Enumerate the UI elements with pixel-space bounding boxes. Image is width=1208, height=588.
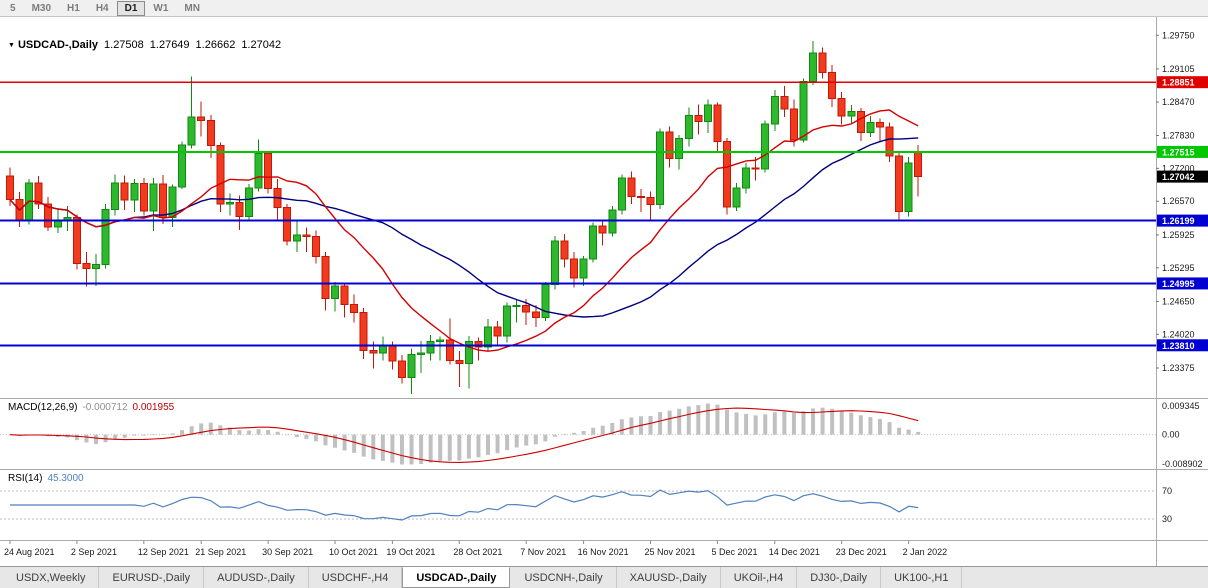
- tab-usdcad-daily[interactable]: USDCAD-,Daily: [402, 567, 511, 588]
- tab-xauusd-daily[interactable]: XAUUSD-,Daily: [617, 567, 721, 588]
- macd-axis-zero: 0.00: [1162, 430, 1180, 440]
- chart-ohlc-header: ▼ USDCAD-,Daily 1.27508 1.27649 1.26662 1.270…: [8, 39, 281, 51]
- price-badges: 1.28851 1.27515 1.26199 1.24995 1.23810 1.270…: [1157, 76, 1208, 352]
- date-label: 30 Sep 2021: [262, 547, 313, 557]
- pane-separators: [0, 17, 1208, 566]
- price-tick: 1.29105: [1162, 64, 1195, 74]
- rsi-value: 45.3000: [47, 473, 84, 484]
- date-label: 10 Oct 2021: [329, 547, 378, 557]
- tab-ukoil-h4[interactable]: UKOil-,H4: [721, 567, 798, 588]
- moving-averages-layer: [9, 109, 919, 352]
- rsi-level-label: 70: [1162, 486, 1172, 496]
- date-label: 14 Dec 2021: [769, 547, 820, 557]
- price-tick: 1.23375: [1162, 363, 1195, 373]
- level-price-badge: [1157, 214, 1208, 227]
- timeframe-h1[interactable]: H1: [67, 2, 80, 14]
- current-price-badge: [1157, 170, 1208, 183]
- svg-text:1.27515: 1.27515: [1162, 147, 1195, 157]
- price-tick: 1.25925: [1162, 230, 1195, 240]
- price-chart-svg[interactable]: 1.29750 1.29105 1.28470 1.27830 1.27200 1.265…: [0, 17, 1208, 566]
- price-axis[interactable]: 1.29750 1.29105 1.28470 1.27830 1.27200 1.265…: [1156, 30, 1195, 373]
- macd-pane: 0.009345 0.00 -0.008902: [0, 401, 1203, 469]
- macd-name: MACD(12,26,9): [8, 402, 78, 413]
- symbol-dropdown-icon[interactable]: ▼: [8, 42, 15, 49]
- timeframe-h4[interactable]: H4: [95, 2, 109, 14]
- date-label: 2 Jan 2022: [903, 547, 948, 557]
- level-price-badge: [1157, 277, 1208, 290]
- price-tick: 1.27830: [1162, 130, 1195, 140]
- level-price-badge: [1157, 339, 1208, 352]
- tab-dj30-daily[interactable]: DJ30-,Daily: [797, 567, 882, 588]
- macd-signal-line: [9, 407, 919, 463]
- timeframe-d1[interactable]: D1: [116, 0, 146, 16]
- date-label: 16 Nov 2021: [578, 547, 629, 557]
- date-label: 21 Sep 2021: [195, 547, 246, 557]
- level-price-badge: [1157, 145, 1208, 158]
- macd-main-value: -0.000712: [82, 402, 128, 413]
- macd-signal-value: 0.001955: [132, 402, 175, 413]
- level-price-badge: [1157, 76, 1208, 89]
- date-label: 28 Oct 2021: [453, 547, 502, 557]
- rsi-level-label: 30: [1162, 514, 1172, 524]
- price-level-lines[interactable]: [0, 81, 1156, 347]
- ohlc-open: 1.27508: [104, 39, 144, 51]
- date-label: 2 Sep 2021: [71, 547, 117, 557]
- macd-indicator-label: MACD(12,26,9) -0.000712 0.001955: [8, 402, 174, 413]
- svg-text:1.28851: 1.28851: [1162, 78, 1195, 88]
- rsi-name: RSI(14): [8, 473, 43, 484]
- svg-text:1.24995: 1.24995: [1162, 279, 1195, 289]
- price-tick: 1.25295: [1162, 263, 1195, 273]
- rsi-line: [10, 489, 919, 521]
- macd-axis-max: 0.009345: [1162, 401, 1200, 411]
- ohlc-high: 1.27649: [149, 39, 190, 51]
- price-tick: 1.27200: [1162, 163, 1195, 173]
- svg-text:1.27042: 1.27042: [1162, 172, 1195, 182]
- price-tick: 1.24650: [1162, 296, 1195, 306]
- timeframe-m30[interactable]: M30: [31, 2, 52, 14]
- price-tick: 1.26570: [1162, 196, 1195, 206]
- date-label: 23 Dec 2021: [836, 547, 887, 557]
- price-tick: 1.24020: [1162, 329, 1195, 339]
- date-label: 25 Nov 2021: [645, 547, 696, 557]
- ma-slow-line: [9, 137, 919, 318]
- chart-area[interactable]: 1.29750 1.29105 1.28470 1.27830 1.27200 1.265…: [0, 17, 1208, 566]
- tab-uk100-h1[interactable]: UK100-,H1: [881, 567, 963, 588]
- timeframe-mn[interactable]: MN: [184, 2, 200, 14]
- time-axis[interactable]: 24 Aug 2021 2 Sep 2021 12 Sep 2021 21 Sep 2…: [4, 541, 947, 557]
- timeframe-w1[interactable]: W1: [153, 2, 169, 14]
- tab-eurusd-daily[interactable]: EURUSD-,Daily: [99, 567, 205, 588]
- symbol-tabbar: USDX,Weekly EURUSD-,Daily AUDUSD-,Daily USD…: [0, 566, 1208, 588]
- chart-symbol-label: USDCAD-,Daily: [17, 39, 99, 51]
- date-label: 7 Nov 2021: [520, 547, 566, 557]
- tab-usdchf-h4[interactable]: USDCHF-,H4: [309, 567, 403, 588]
- rsi-pane: 70 30: [0, 486, 1172, 524]
- tab-usdx-weekly[interactable]: USDX,Weekly: [3, 567, 100, 588]
- ma-fast-line: [9, 109, 919, 352]
- date-label: 12 Sep 2021: [138, 547, 189, 557]
- svg-text:1.26199: 1.26199: [1162, 216, 1195, 226]
- price-tick: 1.28470: [1162, 97, 1195, 107]
- rsi-indicator-label: RSI(14) 45.3000: [8, 473, 84, 484]
- svg-text:1.23810: 1.23810: [1162, 341, 1195, 351]
- timeframe-toolbar: 5 M30 H1 H4 D1 W1 MN: [0, 0, 1208, 17]
- date-label: 24 Aug 2021: [4, 547, 55, 557]
- date-label: 19 Oct 2021: [386, 547, 435, 557]
- macd-axis-min: -0.008902: [1162, 459, 1203, 469]
- date-label: 5 Dec 2021: [711, 547, 757, 557]
- timeframe-5[interactable]: 5: [10, 2, 16, 14]
- price-tick: 1.29750: [1162, 30, 1195, 40]
- tab-usdcnh-daily[interactable]: USDCNH-,Daily: [511, 567, 617, 588]
- ohlc-low: 1.26662: [195, 39, 236, 51]
- ohlc-close: 1.27042: [241, 39, 282, 51]
- tab-audusd-daily[interactable]: AUDUSD-,Daily: [204, 567, 309, 588]
